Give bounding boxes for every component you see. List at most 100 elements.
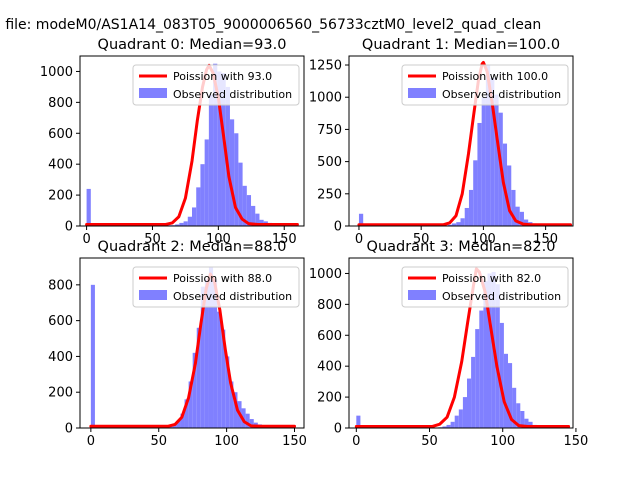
- subplot-quadrant-1: 0 50 100 150 0 250 500 750 1000 1250 Quadrant 1: M…: [309, 37, 574, 247]
- histogram-bar: [246, 195, 252, 226]
- histogram-bar: [358, 213, 364, 226]
- legend: Poission with 82.0 Observed distribution: [401, 266, 569, 308]
- y-tick-label: 200: [48, 386, 73, 401]
- x-tick-label: 100: [471, 232, 496, 247]
- histogram-bar: [229, 119, 235, 226]
- histogram-bar: [442, 426, 447, 428]
- histogram-bar: [512, 387, 517, 428]
- x-tick-label: 100: [214, 434, 239, 449]
- poisson-curve: [357, 60, 573, 227]
- legend-box: [401, 64, 569, 106]
- histogram-bar: [183, 221, 188, 226]
- y-tick-label: 400: [48, 350, 73, 365]
- legend-observed-swatch: [139, 290, 167, 300]
- legend-box: [132, 266, 300, 308]
- histogram-bar: [208, 94, 214, 226]
- legend-observed-label: Observed distribution: [173, 88, 292, 101]
- histogram-bar: [221, 73, 226, 226]
- histogram-bar: [523, 219, 529, 226]
- histogram-bar: [179, 222, 184, 226]
- histogram-bar: [242, 185, 247, 226]
- x-tick-label: 0: [355, 232, 363, 247]
- histogram-bar: [520, 411, 525, 428]
- x-tick-label: 150: [282, 434, 307, 449]
- legend-observed-label: Observed distribution: [442, 290, 561, 303]
- histogram-bar: [446, 424, 451, 428]
- x-tick-label: 100: [206, 232, 231, 247]
- y-tick-label: 0: [65, 422, 73, 437]
- histogram-bar: [528, 421, 533, 428]
- histogram-bar: [184, 399, 189, 428]
- x-tick-label: 150: [533, 232, 558, 247]
- x-tick-label: 50: [144, 232, 161, 247]
- histogram-bar: [175, 224, 180, 226]
- axes-frame: [348, 257, 574, 429]
- x-tick-label: 0: [352, 434, 360, 449]
- histogram-bar: [249, 419, 254, 428]
- y-tick-label: 800: [48, 278, 73, 293]
- figure-suptitle: n file: modeM0/AS1A14_083T05_9000006560_…: [0, 17, 541, 33]
- y-tick-label: 600: [48, 314, 73, 329]
- histogram-bar: [90, 284, 95, 428]
- legend-box: [401, 266, 569, 308]
- y-tick-label: 1000: [309, 267, 342, 282]
- y-tick-label: 200: [317, 391, 342, 406]
- histogram-bar: [255, 213, 260, 226]
- subplot-title: Quadrant 1: Median=100.0: [362, 37, 560, 53]
- y-tick-label: 0: [334, 220, 342, 235]
- x-tick-label: 150: [272, 232, 297, 247]
- histogram-bar: [217, 71, 222, 226]
- y-tick-label: 400: [317, 360, 342, 375]
- legend-poisson-label: Poission with 82.0: [442, 272, 541, 285]
- histogram-bar: [200, 164, 205, 226]
- histogram-bar: [251, 205, 256, 226]
- histogram-bar: [487, 273, 492, 428]
- y-tick-label: 200: [48, 189, 73, 204]
- histogram-bar: [204, 139, 209, 226]
- axes-frame: [79, 257, 305, 429]
- histogram-bar: [213, 63, 218, 227]
- histogram-bar: [468, 189, 474, 226]
- legend-poisson-label: Poission with 88.0: [173, 272, 272, 285]
- histogram-bar: [204, 279, 209, 428]
- histogram-bar: [507, 165, 512, 226]
- histogram-bar: [495, 284, 500, 428]
- x-tick-label: 150: [564, 434, 589, 449]
- histogram-bar: [452, 223, 457, 226]
- legend: Poission with 100.0 Observed distribution: [401, 64, 569, 106]
- y-tick-label: 0: [334, 422, 342, 437]
- histogram-bar: [516, 403, 521, 428]
- x-tick-label: 0: [82, 232, 90, 247]
- histogram-bar: [485, 65, 491, 227]
- histogram-bar: [356, 415, 361, 428]
- histogram-bar: [187, 216, 192, 226]
- histogram-bar: [508, 363, 513, 428]
- histogram-bar: [196, 327, 201, 428]
- histogram-bar: [192, 352, 197, 428]
- histogram-bar: [503, 353, 508, 428]
- histogram-bar: [519, 211, 524, 226]
- histogram-bar: [229, 381, 234, 428]
- histogram-bar: [176, 420, 181, 428]
- histogram-bar: [481, 97, 486, 227]
- histogram-bar: [221, 329, 226, 428]
- y-tick-label: 600: [48, 127, 73, 142]
- histogram-bar: [462, 397, 467, 428]
- histogram-bar: [511, 189, 516, 226]
- subplot-title: Quadrant 0: Median=93.0: [98, 37, 287, 53]
- histogram-bar: [172, 424, 177, 428]
- histogram-bar: [458, 409, 463, 428]
- x-tick-label: 50: [150, 434, 167, 449]
- histogram-bar: [233, 392, 238, 428]
- legend-poisson-label: Poission with 100.0: [442, 70, 548, 83]
- histogram-bar: [490, 77, 495, 226]
- histogram-bar: [467, 378, 472, 428]
- histogram-bar: [473, 160, 478, 226]
- histogram-bar: [86, 188, 91, 226]
- subplot-title: Quadrant 3: Median=82.0: [367, 239, 556, 255]
- histogram-bar: [180, 413, 185, 428]
- subplot-title: Quadrant 2: Median=88.0: [98, 239, 287, 255]
- histogram-bar: [234, 133, 239, 226]
- axes-frame: [348, 55, 574, 227]
